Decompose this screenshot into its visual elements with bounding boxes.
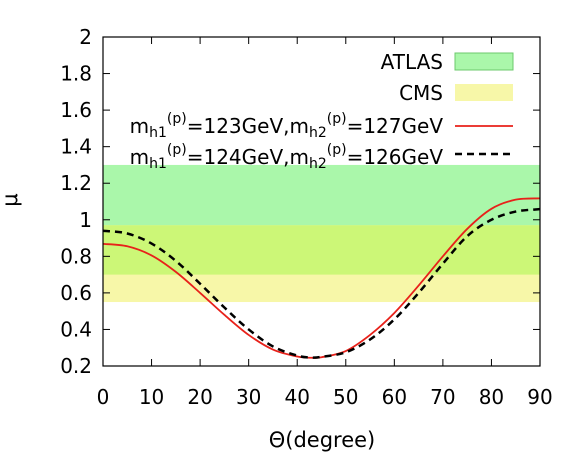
y-tick-label: 1.4 — [60, 135, 92, 159]
y-tick-label: 1.8 — [60, 62, 92, 86]
x-tick-label: 70 — [430, 385, 455, 409]
y-tick-label: 2 — [79, 25, 92, 49]
x-tick-labels: 0 10 20 30 40 50 60 70 80 90 — [97, 385, 553, 409]
y-tick-label: 0.4 — [60, 317, 92, 341]
x-tick-label: 80 — [479, 385, 504, 409]
y-tick-label: 1.6 — [60, 98, 92, 122]
legend-label-series-2: mh1(p)=124GeV,mh2(p)=126GeV — [130, 142, 444, 172]
x-axis-label: Θ(degree) — [269, 428, 376, 452]
y-tick-label: 0.6 — [60, 281, 92, 305]
y-tick-labels: 0.2 0.4 0.6 0.8 1 1.2 1.4 1.6 1.8 2 — [60, 25, 92, 378]
band-overlap — [103, 225, 540, 275]
legend-label-cms: CMS — [399, 81, 443, 105]
x-tick-label: 30 — [236, 385, 261, 409]
legend-swatch-cms — [455, 84, 513, 101]
legend-label-series-1: mh1(p)=123GeV,mh2(p)=127GeV — [130, 111, 444, 141]
x-tick-label: 0 — [97, 385, 110, 409]
y-tick-label: 0.2 — [60, 354, 92, 378]
legend: ATLAS CMS mh1(p)=123GeV,mh2(p)=127GeV mh… — [130, 50, 514, 172]
plot-frame — [102, 36, 541, 367]
y-tick-label: 1 — [79, 208, 92, 232]
legend-label-atlas: ATLAS — [381, 50, 443, 74]
x-tick-label: 60 — [382, 385, 407, 409]
x-tick-label: 20 — [187, 385, 212, 409]
x-tick-label: 10 — [139, 385, 164, 409]
y-tick-label: 0.8 — [60, 244, 92, 268]
legend-swatch-atlas — [454, 52, 514, 71]
y-tick-label: 1.2 — [60, 171, 92, 195]
bands-layer — [103, 164, 540, 303]
y-axis-label: μ — [0, 193, 22, 206]
curves-layer — [102, 197, 541, 359]
x-tick-label: 90 — [527, 385, 552, 409]
x-tick-label: 50 — [333, 385, 358, 409]
x-tick-label: 40 — [284, 385, 309, 409]
series-line-2 — [102, 207, 541, 359]
